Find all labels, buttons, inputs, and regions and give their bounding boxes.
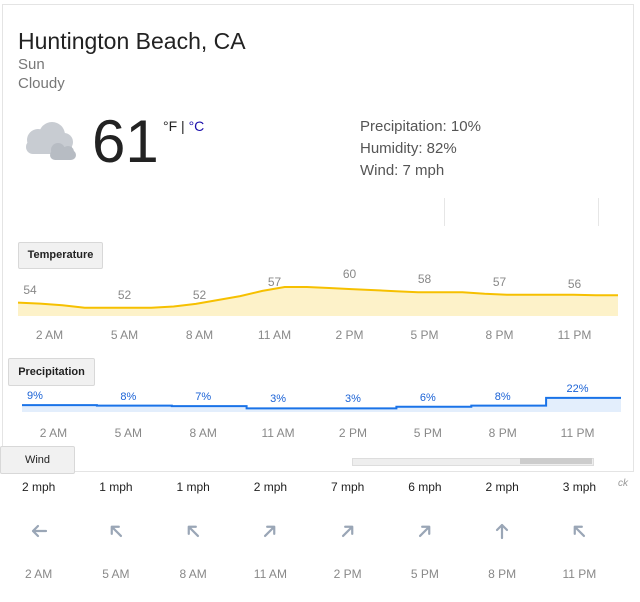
wind-speed-label: 1 mph bbox=[99, 480, 133, 494]
horizontal-scrollbar[interactable] bbox=[352, 458, 594, 466]
time-tick-label: 11 AM bbox=[253, 567, 287, 581]
time-tick-label: 5 AM bbox=[102, 567, 130, 581]
arrow-up-left-icon bbox=[110, 525, 122, 538]
time-tick-label: 11 PM bbox=[557, 328, 592, 342]
time-tick-label: 5 PM bbox=[410, 567, 439, 581]
arrow-up-right-icon bbox=[341, 525, 353, 538]
time-tick-label: 8 AM bbox=[189, 426, 217, 440]
condition-label: Cloudy bbox=[18, 75, 65, 92]
arrow-left-icon bbox=[31, 524, 47, 538]
weather-stats: Precipitation: 10% Humidity: 82% Wind: 7… bbox=[360, 116, 481, 182]
precipitation-stat: Precipitation: 10% bbox=[360, 118, 481, 135]
time-tick-label: 11 AM bbox=[261, 426, 295, 440]
precipitation-line bbox=[22, 396, 621, 410]
temperature-data-label: 60 bbox=[342, 267, 357, 281]
time-tick-label: 2 PM bbox=[333, 567, 362, 581]
arrow-up-right-icon bbox=[264, 525, 276, 538]
wind-speed-label: 2 mph bbox=[21, 480, 56, 494]
time-tick-label: 8 PM bbox=[485, 328, 514, 342]
time-tick-label: 8 AM bbox=[185, 328, 214, 342]
precipitation-tab-button[interactable]: Precipitation bbox=[8, 358, 95, 386]
time-tick-label: 2 AM bbox=[24, 567, 53, 581]
precipitation-data-label: 3% bbox=[270, 393, 287, 406]
arrow-up-left-icon bbox=[574, 525, 586, 538]
precipitation-data-label: 8% bbox=[120, 390, 137, 403]
wind-stat: Wind: 7 mph bbox=[360, 162, 445, 179]
weather-card bbox=[2, 4, 634, 472]
temperature-data-label: 57 bbox=[267, 274, 282, 289]
time-tick-label: 8 AM bbox=[179, 567, 207, 581]
time-tick-label: 8 PM bbox=[488, 567, 517, 581]
time-tick-label: 5 PM bbox=[413, 426, 442, 440]
precipitation-data-label: 22% bbox=[566, 382, 589, 395]
humidity-stat: Humidity: 82% bbox=[360, 140, 457, 157]
precipitation-data-label: 8% bbox=[494, 390, 511, 403]
wind-speed-label: 7 mph bbox=[330, 480, 365, 494]
unit-separator: | bbox=[177, 118, 189, 134]
wind-speed-label: 6 mph bbox=[408, 480, 442, 494]
wind-speed-label: 2 mph bbox=[253, 480, 288, 494]
temperature-data-label: 57 bbox=[492, 274, 507, 289]
time-tick-label: 2 PM bbox=[338, 426, 367, 440]
wind-speed-label: 3 mph bbox=[562, 480, 597, 494]
precipitation-data-label: 9% bbox=[27, 390, 43, 403]
precipitation-data-label: 6% bbox=[419, 391, 436, 404]
temperature-data-label: 58 bbox=[417, 272, 432, 287]
celsius-toggle[interactable]: °C bbox=[188, 118, 205, 134]
arrow-up-left-icon bbox=[187, 525, 200, 538]
temperature-data-label: 52 bbox=[192, 287, 207, 302]
location-title: Huntington Beach, CA bbox=[18, 28, 246, 54]
current-temperature: 61 bbox=[92, 108, 159, 175]
temperature-data-label: 54 bbox=[23, 282, 37, 297]
time-tick-label: 11 PM bbox=[560, 426, 595, 440]
temperature-data-label: 52 bbox=[117, 287, 132, 302]
time-tick-label: 8 PM bbox=[488, 426, 517, 440]
time-tick-label: 2 PM bbox=[335, 328, 364, 342]
divider bbox=[444, 198, 445, 226]
unit-toggle: °F | °C bbox=[163, 118, 204, 134]
precipitation-data-label: 3% bbox=[344, 393, 361, 406]
scrollbar-thumb[interactable] bbox=[520, 458, 592, 464]
precipitation-data-label: 7% bbox=[195, 391, 212, 404]
arrow-up-icon bbox=[496, 523, 509, 540]
wind-speed-label: 2 mph bbox=[485, 480, 519, 494]
precipitation-area bbox=[22, 397, 621, 412]
cloud-icon bbox=[26, 122, 76, 160]
side-label: ck bbox=[618, 478, 628, 489]
temperature-tab-button[interactable]: Temperature bbox=[18, 242, 103, 269]
time-tick-label: 11 PM bbox=[562, 567, 597, 581]
arrow-up-right-icon bbox=[418, 525, 431, 538]
wind-speed-label: 1 mph bbox=[176, 480, 210, 494]
fahrenheit-toggle[interactable]: °F bbox=[163, 118, 178, 134]
time-tick-label: 5 AM bbox=[114, 426, 142, 440]
day-label: Sun bbox=[18, 56, 45, 73]
temperature-area bbox=[18, 287, 618, 316]
time-tick-label: 5 AM bbox=[110, 328, 139, 342]
temperature-line bbox=[17, 286, 618, 309]
wind-tab-button[interactable]: Wind bbox=[0, 446, 75, 474]
divider bbox=[598, 198, 599, 226]
time-tick-label: 2 AM bbox=[39, 426, 68, 440]
time-tick-label: 11 AM bbox=[257, 328, 292, 342]
temperature-data-label: 56 bbox=[567, 277, 582, 292]
time-tick-label: 2 AM bbox=[35, 328, 64, 342]
time-tick-label: 5 PM bbox=[410, 328, 439, 342]
